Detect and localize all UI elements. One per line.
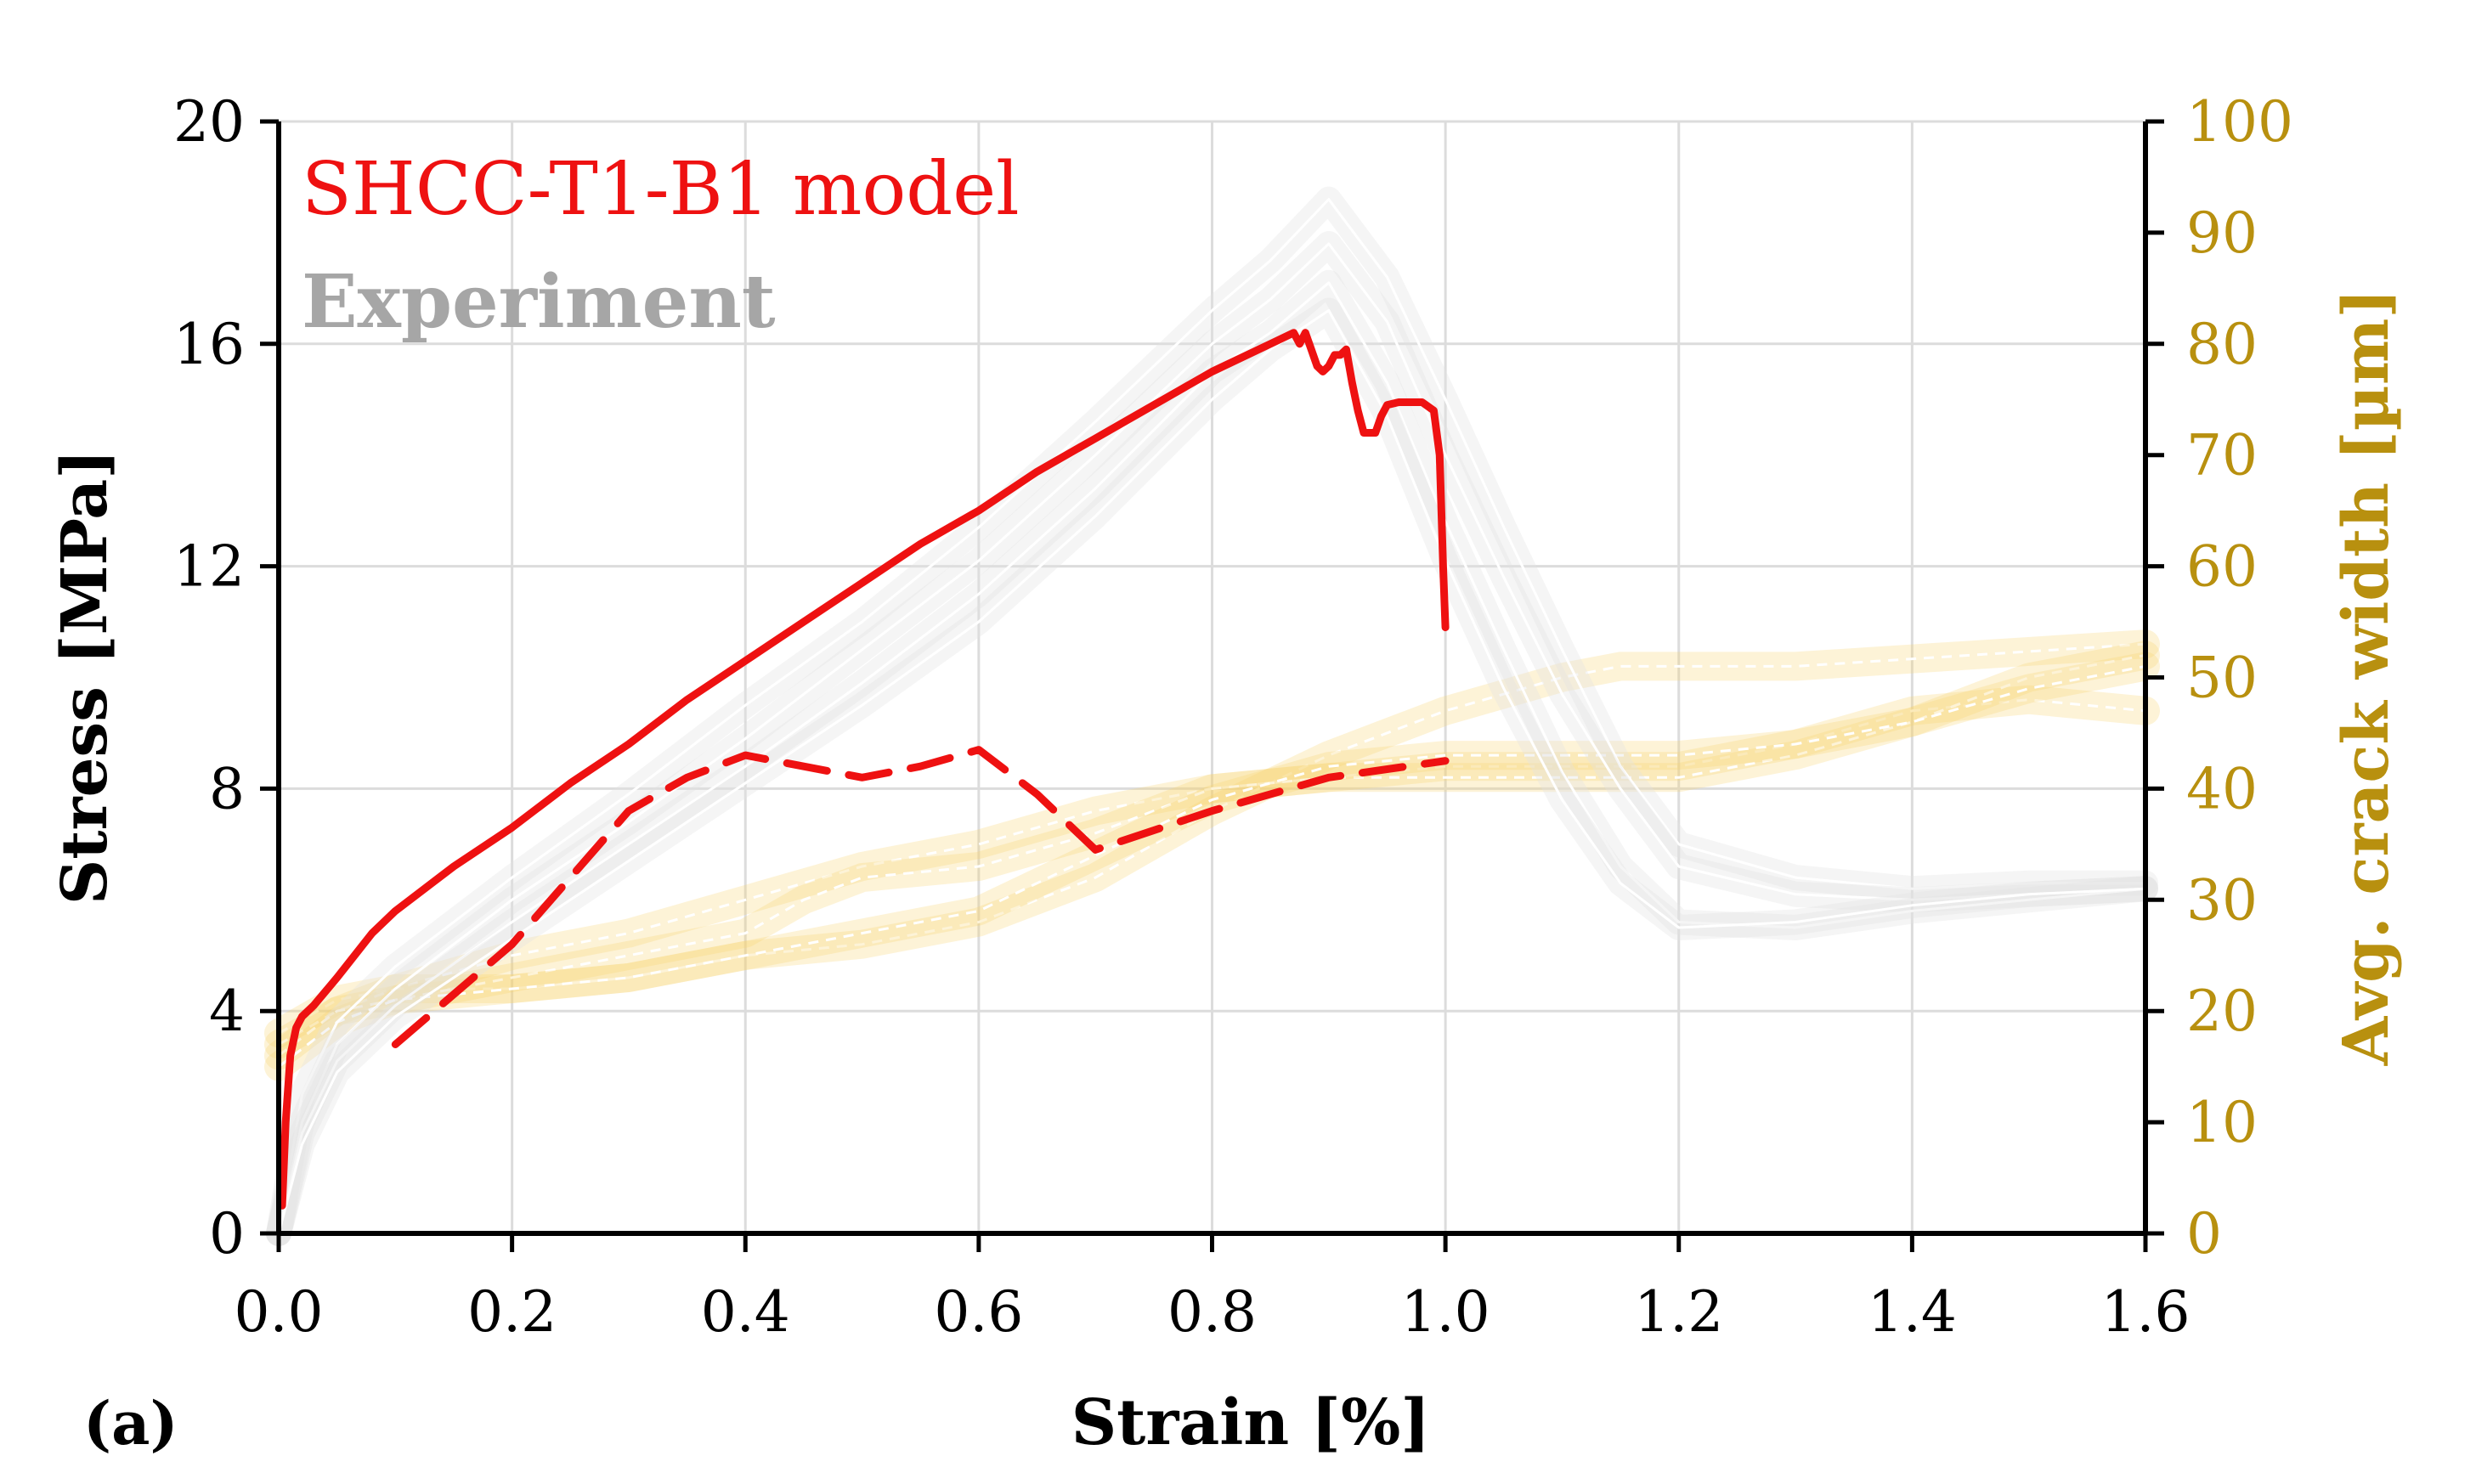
- model-series: [278, 329, 1450, 1210]
- y-tick-label: 4: [209, 979, 245, 1044]
- y2-tick-label: 0: [2186, 1201, 2222, 1267]
- experiment-crack-width-series: [264, 629, 2160, 1081]
- y2-tick-label: 50: [2186, 646, 2258, 711]
- experiment-crack-width-2-line: [278, 698, 2146, 1046]
- y2-tick-label: 20: [2186, 979, 2258, 1044]
- y2-tick-label: 10: [2186, 1090, 2258, 1155]
- panel-label: (a): [83, 1388, 178, 1459]
- legend-model-label: SHCC-T1-B1 model: [302, 147, 1020, 232]
- x-axis-label: Strain [%]: [1071, 1386, 1431, 1459]
- experiment-stress-3-line: [277, 281, 2146, 1234]
- y-tick-label: 8: [209, 756, 245, 821]
- legend-experiment-label: Experiment: [302, 259, 776, 345]
- x-tick-label: 1.0: [1401, 1279, 1490, 1345]
- experiment-stress-2-line: [277, 242, 2146, 1234]
- y2-tick-label: 100: [2186, 89, 2293, 155]
- experiment-crack-width-4-line: [278, 664, 2146, 1068]
- x-tick-label: 1.2: [1634, 1279, 1723, 1345]
- experiment-stress-series: [266, 186, 2158, 1246]
- y2-axis-label: Avg. crack width [µm]: [2330, 289, 2403, 1067]
- y-tick-label: 16: [173, 312, 245, 377]
- y-tick-label: 12: [173, 534, 245, 600]
- x-tick-label: 1.6: [2101, 1279, 2191, 1345]
- x-tick-label: 1.4: [1868, 1279, 1957, 1345]
- y2-tick-label: 70: [2186, 423, 2258, 488]
- y-tick-label: 0: [209, 1201, 245, 1267]
- y-tick-label: 20: [173, 89, 245, 155]
- y2-tick-label: 80: [2186, 312, 2258, 377]
- x-tick-label: 0.6: [934, 1279, 1023, 1345]
- shcc-t1-b1-model-stress-line: [278, 329, 1450, 1210]
- shcc-t1-b1-model-crack-width-line: [391, 746, 1450, 1048]
- x-tick-label: 0.2: [467, 1279, 557, 1345]
- experiment-crack-width-3-line: [278, 653, 2146, 1057]
- experiment-stress-4-line: [277, 309, 2146, 1234]
- x-tick-label: 0.8: [1167, 1279, 1257, 1345]
- x-tick-label: 0.0: [235, 1279, 324, 1345]
- y2-tick-label: 90: [2186, 200, 2258, 266]
- tick-labels: 0.0 0.2 0.4 0.6 0.8 1.0 1.2 1.4 1.6 0 4 8 12 16 20 0 10 2…: [173, 89, 2293, 1345]
- x-tick-label: 0.4: [701, 1279, 790, 1345]
- y-axis-label: Stress [MPa]: [48, 449, 122, 905]
- experiment-stress-1-line: [277, 198, 2145, 1234]
- axes: [260, 119, 2164, 1252]
- experiment-crack-width-1-line: [278, 642, 2146, 1035]
- y2-tick-label: 40: [2186, 756, 2258, 821]
- y2-tick-label: 60: [2186, 534, 2258, 600]
- y2-tick-label: 30: [2186, 867, 2258, 933]
